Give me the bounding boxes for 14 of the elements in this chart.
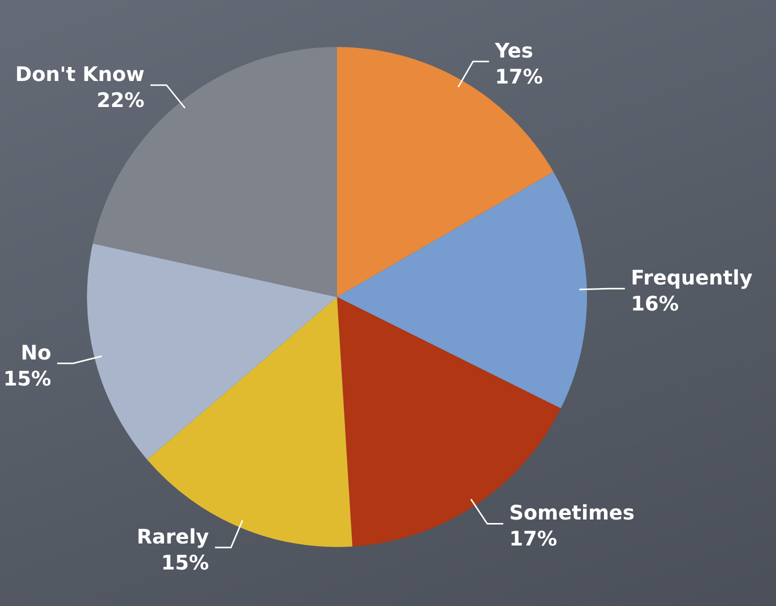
- slice-label: No: [20, 340, 52, 364]
- data-label: 16%: [630, 292, 679, 316]
- slice-label: Sometimes: [509, 500, 635, 525]
- slice-label: Rarely: [136, 524, 209, 548]
- slice-label: Yes: [494, 38, 534, 62]
- pie-slice: [337, 172, 587, 408]
- data-label: 17%: [509, 526, 558, 551]
- pie-slice: [87, 244, 337, 460]
- slice-label: Don't Know: [15, 62, 144, 86]
- data-label: 22%: [96, 88, 144, 112]
- slice-label: Frequently: [630, 266, 752, 290]
- data-label: 17%: [495, 64, 543, 88]
- data-label: 15%: [161, 550, 209, 574]
- data-label: 15%: [3, 366, 52, 390]
